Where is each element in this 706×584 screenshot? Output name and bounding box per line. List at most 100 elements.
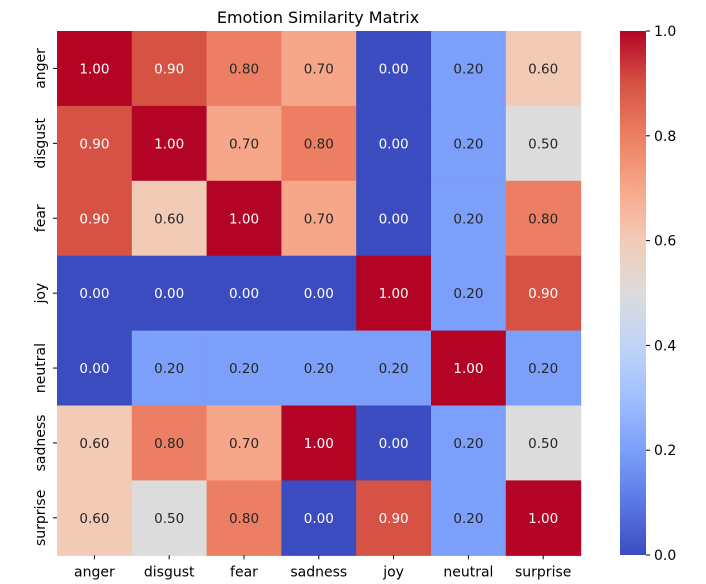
heatmap-cell xyxy=(131,405,208,481)
cell-value-label: 0.50 xyxy=(528,436,558,452)
cell-value-label: 0.60 xyxy=(154,211,184,227)
cell-value-label: 0.80 xyxy=(154,436,184,452)
x-tick-label: neutral xyxy=(443,564,493,580)
heatmap-cell xyxy=(206,405,282,481)
cell-value-label: 0.20 xyxy=(453,286,483,302)
x-tick-label: surprise xyxy=(515,564,571,580)
heatmap-cells xyxy=(57,31,582,556)
cell-value-label: 0.20 xyxy=(304,361,334,377)
heatmap-cell xyxy=(206,105,282,182)
heatmap-cell xyxy=(57,405,133,481)
cell-value-label: 0.80 xyxy=(229,61,259,77)
heatmap-cell xyxy=(505,105,582,182)
heatmap-cell xyxy=(281,480,357,556)
cell-value-label: 0.00 xyxy=(229,286,259,302)
y-axis-ticks: anger disgust fear joy neutral sadness surpris… xyxy=(33,48,57,546)
colorbar-tick-label: 1.0 xyxy=(654,24,676,40)
cell-value-label: 0.70 xyxy=(229,436,259,452)
cell-value-label: 0.90 xyxy=(79,136,109,152)
colorbar: 0.0 0.2 0.4 0.6 0.8 1.0 xyxy=(620,24,676,564)
cell-value-label: 0.60 xyxy=(528,61,558,77)
cell-value-label: 0.70 xyxy=(304,61,334,77)
cell-value-label: 0.50 xyxy=(528,136,558,152)
heatmap-cell xyxy=(431,31,507,107)
colorbar-tick-label: 0.4 xyxy=(654,338,676,354)
x-tick-label: disgust xyxy=(144,564,195,580)
cell-value-labels: 1.00 0.90 0.80 0.70 0.00 0.20 0.60 0.90 1.00 0.70… xyxy=(79,61,558,526)
y-tick-label: anger xyxy=(33,48,49,89)
heatmap-cell xyxy=(431,480,507,556)
colorbar-tick-label: 0.2 xyxy=(654,443,676,459)
cell-value-label: 0.20 xyxy=(453,61,483,77)
x-tick-label: anger xyxy=(74,564,115,580)
cell-value-label: 0.20 xyxy=(453,136,483,152)
cell-value-label: 0.00 xyxy=(379,211,409,227)
cell-value-label: 1.00 xyxy=(453,361,483,377)
heatmap-cell xyxy=(356,330,432,407)
heatmap-cell xyxy=(356,180,432,257)
cell-value-label: 0.70 xyxy=(304,211,334,227)
colorbar-tick-label: 0.8 xyxy=(654,129,676,145)
colorbar-tick-label: 0.6 xyxy=(654,234,676,250)
cell-value-label: 0.00 xyxy=(304,286,334,302)
heatmap-cell xyxy=(281,180,357,257)
cell-value-label: 0.70 xyxy=(229,136,259,152)
cell-value-label: 0.20 xyxy=(453,436,483,452)
heatmap-cell xyxy=(281,405,357,481)
cell-value-label: 0.00 xyxy=(379,436,409,452)
heatmap-cell xyxy=(356,31,432,107)
heatmap-cell xyxy=(206,180,282,257)
heatmap-cell xyxy=(57,330,133,407)
heatmap-cell xyxy=(131,31,208,107)
heatmap-cell xyxy=(281,330,357,407)
y-tick-label: disgust xyxy=(33,118,49,169)
heatmap-cell xyxy=(505,330,582,407)
y-tick-label: sadness xyxy=(33,415,49,472)
heatmap-cell xyxy=(57,31,133,107)
cell-value-label: 1.00 xyxy=(528,511,558,527)
x-axis-ticks: anger disgust fear sadness joy neutral surpris… xyxy=(74,555,571,580)
x-tick-label: joy xyxy=(382,564,404,580)
y-tick-label: fear xyxy=(33,204,49,232)
cell-value-label: 0.80 xyxy=(229,511,259,527)
cell-value-label: 0.00 xyxy=(379,136,409,152)
heatmap-cell xyxy=(131,105,208,182)
heatmap-cell xyxy=(131,330,208,407)
heatmap-cell xyxy=(431,105,507,182)
cell-value-label: 0.90 xyxy=(379,511,409,527)
cell-value-label: 0.90 xyxy=(79,211,109,227)
heatmap-cell xyxy=(505,405,582,481)
heatmap-cell xyxy=(356,405,432,481)
cell-value-label: 0.20 xyxy=(154,361,184,377)
heatmap-cell xyxy=(131,480,208,556)
heatmap-cell xyxy=(505,31,582,107)
cell-value-label: 1.00 xyxy=(304,436,334,452)
cell-value-label: 0.00 xyxy=(379,61,409,77)
cell-value-label: 0.20 xyxy=(453,211,483,227)
heatmap-cell xyxy=(281,31,357,107)
heatmap-cell xyxy=(356,255,432,332)
heatmap-cell xyxy=(131,255,208,332)
cell-value-label: 0.00 xyxy=(154,286,184,302)
cell-value-label: 0.20 xyxy=(379,361,409,377)
heatmap-cell xyxy=(57,105,133,182)
heatmap-cell xyxy=(431,255,507,332)
chart-title: Emotion Similarity Matrix xyxy=(217,8,419,27)
heatmap-cell xyxy=(505,255,582,332)
cell-value-label: 0.20 xyxy=(229,361,259,377)
heatmap-cell xyxy=(57,480,133,556)
cell-value-label: 0.20 xyxy=(453,511,483,527)
heatmap-cell xyxy=(206,480,282,556)
cell-value-label: 1.00 xyxy=(379,286,409,302)
cell-value-label: 1.00 xyxy=(154,136,184,152)
colorbar-tick-label: 0.0 xyxy=(654,548,676,564)
heatmap-cell xyxy=(431,180,507,257)
colorbar-gradient xyxy=(620,31,646,555)
cell-value-label: 0.90 xyxy=(154,61,184,77)
cell-value-label: 0.60 xyxy=(79,436,109,452)
x-tick-label: sadness xyxy=(290,564,347,580)
cell-value-label: 0.50 xyxy=(154,511,184,527)
cell-value-label: 0.00 xyxy=(79,286,109,302)
y-tick-label: neutral xyxy=(33,343,49,393)
